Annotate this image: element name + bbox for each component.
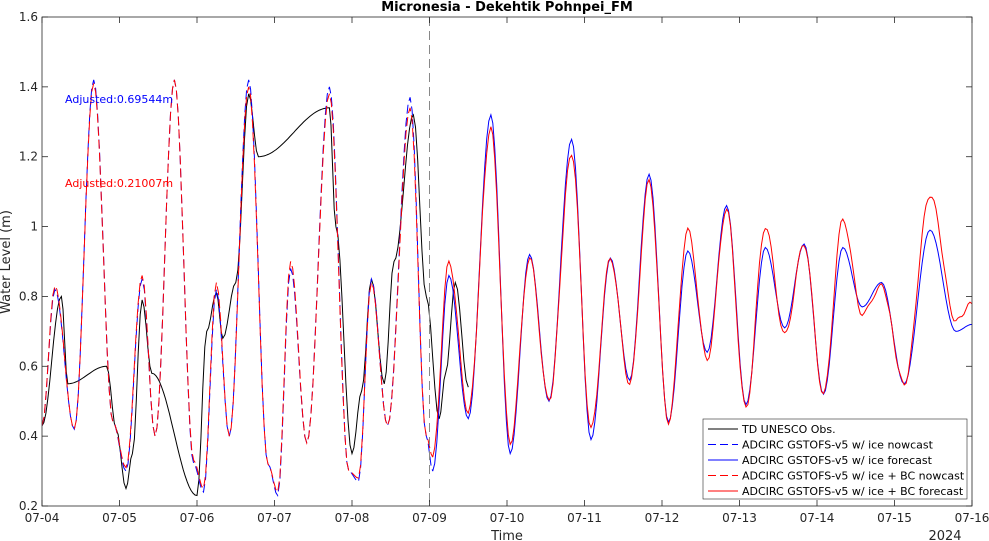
chart-title: Micronesia - Dekehtik Pohnpei_FM [381, 0, 633, 15]
x-tick-label: 07-11 [567, 511, 602, 525]
series-layer [42, 79, 972, 497]
x-tick-label: 07-09 [412, 511, 447, 525]
series-line-3 [42, 79, 434, 494]
x-tick-label: 07-07 [257, 511, 292, 525]
x-tick-label: 07-04 [25, 511, 60, 525]
x-tick-label: 07-08 [335, 511, 370, 525]
annotation-1: Adjusted:0.21007m [65, 177, 173, 190]
x-tick-label: 07-16 [955, 511, 989, 525]
x-tick-label: 07-10 [490, 511, 525, 525]
legend-entry-2: ADCIRC GSTOFS-v5 w/ ice forecast [742, 454, 933, 467]
x-tick-label: 07-14 [800, 511, 835, 525]
axis-layer: 07-04 07-05 07-06 07-07 07-08 07-09 07-10 07-11… [19, 10, 989, 525]
series-line-1 [42, 79, 434, 497]
x-tick-label: 07-06 [180, 511, 215, 525]
legend-box [702, 418, 968, 500]
annotation-0: Adjusted:0.69544m [65, 93, 173, 106]
legend-entry-1: ADCIRC GSTOFS-v5 w/ ice nowcast [742, 439, 934, 452]
series-line-4 [432, 126, 972, 458]
y-tick-label: 0.8 [19, 289, 38, 303]
y-tick-label: 1.6 [19, 10, 38, 24]
legend-entry-4: ADCIRC GSTOFS-v5 w/ ice + BC forecast [742, 485, 964, 498]
annotation-layer: Adjusted:0.69544m Adjusted:0.21007m [65, 93, 173, 190]
x-tick-label: 07-13 [722, 511, 757, 525]
legend: TD UNESCO Obs. ADCIRC GSTOFS-v5 w/ ice no… [702, 418, 968, 500]
year-label: 2024 [928, 529, 961, 541]
series-line-2 [432, 112, 972, 472]
series-line-0 [42, 93, 469, 497]
x-tick-label: 07-05 [102, 511, 137, 525]
y-axis-label: Water Level (m) [0, 210, 14, 314]
legend-entry-3: ADCIRC GSTOFS-v5 w/ ice + BC nowcast [742, 470, 965, 483]
x-axis-label: Time [490, 529, 523, 541]
y-tick-label: 1.4 [19, 80, 38, 94]
x-tick-label: 07-12 [645, 511, 680, 525]
y-tick-label: 0.6 [19, 359, 38, 373]
y-tick-label: 0.2 [19, 499, 38, 513]
y-tick-label: 1.2 [19, 150, 38, 164]
legend-entry-0: TD UNESCO Obs. [741, 423, 836, 436]
y-tick-label: 0.4 [19, 429, 38, 443]
y-tick-label: 1 [30, 220, 38, 234]
x-tick-label: 07-15 [877, 511, 912, 525]
